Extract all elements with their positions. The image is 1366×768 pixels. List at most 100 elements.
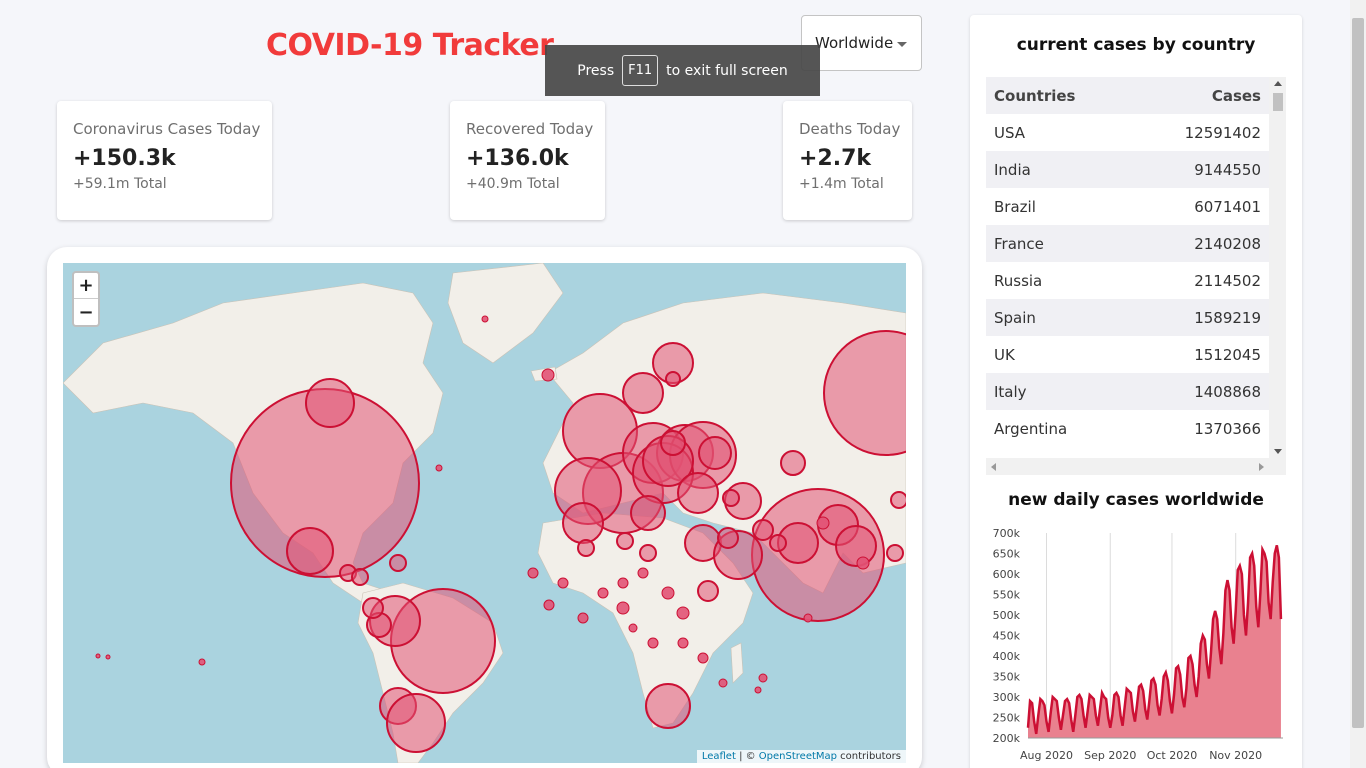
case-bubble[interactable] <box>577 539 595 557</box>
scroll-thumb[interactable] <box>1273 93 1283 111</box>
case-bubble[interactable] <box>637 567 649 579</box>
case-bubble[interactable] <box>676 606 690 620</box>
case-bubble[interactable] <box>890 491 906 509</box>
case-bubble[interactable] <box>622 372 664 414</box>
chart-series-line <box>1026 544 1283 735</box>
case-bubble[interactable] <box>362 597 384 619</box>
case-bubble[interactable] <box>286 527 334 575</box>
case-bubble[interactable] <box>628 623 638 633</box>
case-bubble[interactable] <box>616 601 630 615</box>
case-bubble[interactable] <box>660 430 686 456</box>
zoom-out-button[interactable]: − <box>78 301 94 323</box>
case-bubble[interactable] <box>780 450 806 476</box>
table-horizontal-scrollbar[interactable] <box>986 458 1286 475</box>
country-select[interactable]: Worldwide <box>801 15 922 71</box>
case-bubble[interactable] <box>697 652 709 664</box>
case-bubble[interactable] <box>386 693 446 753</box>
y-tick-label: 650k <box>993 548 1021 561</box>
country-cases: 2140208 <box>1194 234 1261 253</box>
case-bubble[interactable] <box>718 678 728 688</box>
stat-card-recovered[interactable]: Recovered Today +136.0k +40.9m Total <box>450 101 605 220</box>
table-row: Brazil 6071401 <box>986 188 1269 225</box>
country-name: France <box>994 234 1044 253</box>
scroll-right-icon[interactable] <box>1259 463 1264 471</box>
world-map[interactable]: Leaflet | © OpenStreetMap contributors <box>63 263 906 763</box>
country-cases: 12591402 <box>1184 123 1261 142</box>
case-bubble[interactable] <box>645 683 691 729</box>
scroll-up-icon[interactable] <box>1274 81 1282 86</box>
y-tick-label: 550k <box>993 589 1021 602</box>
country-cases: 6071401 <box>1194 197 1261 216</box>
case-bubble[interactable] <box>722 489 740 507</box>
case-bubble[interactable] <box>647 637 659 649</box>
leaflet-link[interactable]: Leaflet <box>701 751 736 762</box>
case-bubble[interactable] <box>617 577 629 589</box>
case-bubble[interactable] <box>597 587 609 599</box>
country-name: Brazil <box>994 197 1036 216</box>
country-cases: 1408868 <box>1194 382 1261 401</box>
case-bubble[interactable] <box>305 378 355 428</box>
scroll-down-icon[interactable] <box>1274 449 1282 454</box>
case-bubble[interactable] <box>105 654 111 660</box>
table-vertical-scrollbar[interactable] <box>1269 77 1286 458</box>
case-bubble[interactable] <box>95 653 101 659</box>
case-bubble[interactable] <box>697 580 719 602</box>
stat-label: Deaths Today <box>799 120 901 138</box>
case-bubble[interactable] <box>435 464 443 472</box>
x-tick-label: Aug 2020 <box>1020 749 1073 762</box>
case-bubble[interactable] <box>665 371 681 387</box>
fullscreen-notice: Press F11 to exit full screen <box>545 45 820 96</box>
y-tick-label: 300k <box>993 691 1021 704</box>
case-bubble[interactable] <box>562 502 604 544</box>
stat-value: +2.7k <box>799 146 872 171</box>
case-bubble[interactable] <box>752 519 774 541</box>
stat-card-cases[interactable]: Coronavirus Cases Today +150.3k +59.1m T… <box>57 101 272 220</box>
table-row: Argentina 1370366 <box>986 410 1269 447</box>
case-bubble[interactable] <box>541 368 555 382</box>
country-cases: 1589219 <box>1194 308 1261 327</box>
case-bubble[interactable] <box>835 525 877 567</box>
case-bubble[interactable] <box>661 586 675 600</box>
case-bubble[interactable] <box>198 658 206 666</box>
case-bubble[interactable] <box>758 673 768 683</box>
case-bubble[interactable] <box>630 495 666 531</box>
case-bubble[interactable] <box>816 516 830 530</box>
y-tick-label: 250k <box>993 712 1021 725</box>
case-bubble[interactable] <box>856 556 870 570</box>
case-bubble[interactable] <box>481 315 489 323</box>
case-bubble[interactable] <box>754 686 762 694</box>
cases-table[interactable]: Countries Cases USA 12591402 India 9144550 B… <box>986 77 1286 475</box>
case-bubble[interactable] <box>803 613 813 623</box>
case-bubble[interactable] <box>769 534 787 552</box>
chart-area <box>1028 545 1281 738</box>
case-bubble[interactable] <box>389 554 407 572</box>
page-scrollbar[interactable] <box>1350 0 1366 768</box>
case-bubble[interactable] <box>616 532 634 550</box>
page-scroll-thumb[interactable] <box>1352 18 1364 728</box>
case-bubble[interactable] <box>823 330 906 456</box>
case-bubble[interactable] <box>886 544 904 562</box>
osm-link[interactable]: OpenStreetMap <box>758 751 837 762</box>
case-bubble[interactable] <box>677 472 719 514</box>
zoom-control: + − <box>72 271 100 327</box>
column-header-countries: Countries <box>994 86 1076 105</box>
zoom-in-button[interactable]: + <box>74 273 98 299</box>
stat-total: +40.9m Total <box>466 176 560 192</box>
country-name: Russia <box>994 271 1043 290</box>
case-bubble[interactable] <box>639 544 657 562</box>
case-bubble[interactable] <box>717 527 739 549</box>
case-bubble[interactable] <box>677 637 689 649</box>
case-bubble[interactable] <box>351 568 369 586</box>
table-header-row: Countries Cases <box>986 77 1269 114</box>
scroll-left-icon[interactable] <box>991 463 996 471</box>
case-bubble[interactable] <box>543 599 555 611</box>
y-tick-label: 350k <box>993 671 1021 684</box>
case-bubble[interactable] <box>527 567 539 579</box>
stat-card-deaths[interactable]: Deaths Today +2.7k +1.4m Total <box>783 101 912 220</box>
country-name: USA <box>994 123 1026 142</box>
x-tick-label: Oct 2020 <box>1147 749 1198 762</box>
map-svg[interactable] <box>63 263 906 763</box>
case-bubble[interactable] <box>557 577 569 589</box>
case-bubble[interactable] <box>698 436 732 470</box>
case-bubble[interactable] <box>577 612 589 624</box>
